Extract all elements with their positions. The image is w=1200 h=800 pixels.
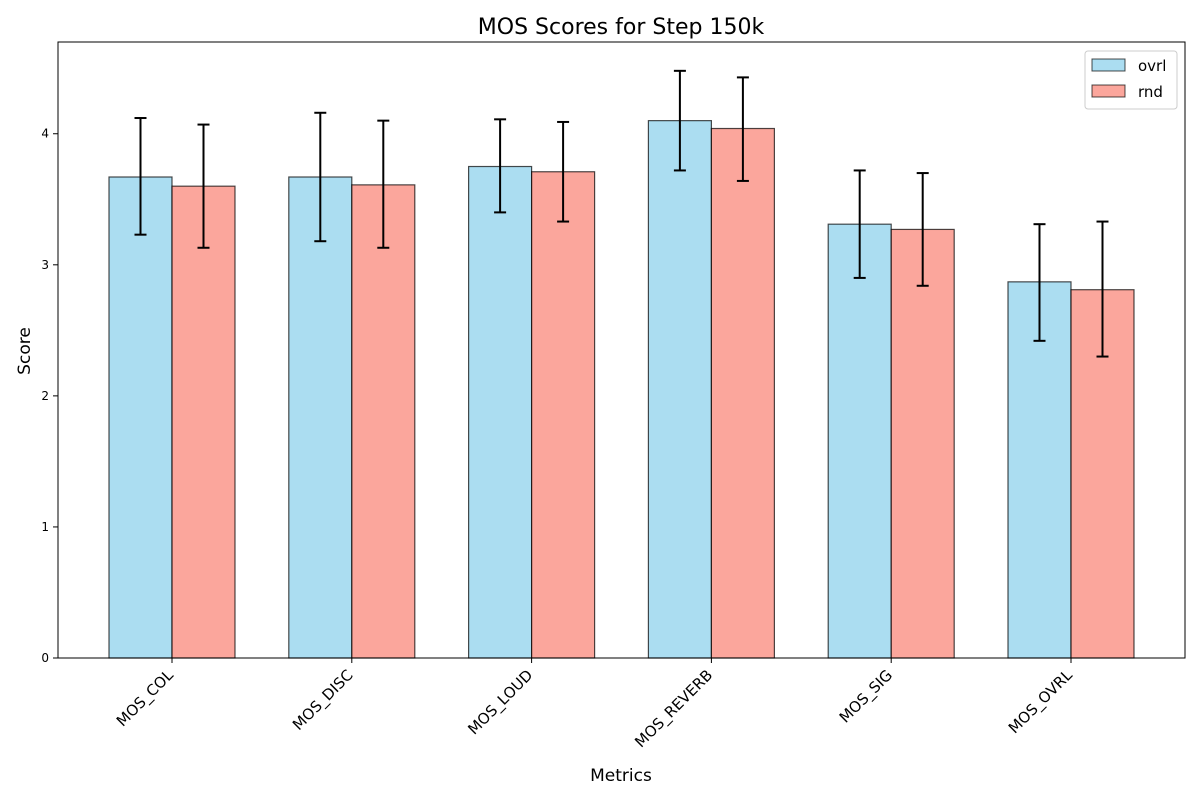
y-tick-label: 2 bbox=[41, 389, 49, 403]
legend-label: ovrl bbox=[1138, 57, 1166, 75]
error-bar-rnd-MOS_DISC bbox=[377, 119, 390, 249]
y-tick-label: 0 bbox=[41, 651, 49, 665]
x-tick-label: MOS_COL bbox=[113, 666, 178, 731]
y-tick-label: 3 bbox=[41, 258, 49, 272]
legend-item-rnd: rnd bbox=[1091, 83, 1163, 101]
x-axis-label: Metrics bbox=[590, 766, 652, 786]
error-bar-rnd-MOS_REVERB bbox=[736, 76, 749, 182]
bar-rnd-MOS_REVERB bbox=[710, 127, 776, 659]
error-bar-ovrl-MOS_OVRL bbox=[1033, 223, 1046, 342]
x-tick-label: MOS_LOUD bbox=[464, 666, 537, 739]
error-bar-rnd-MOS_LOUD bbox=[557, 120, 570, 223]
bar-rnd-MOS_COL bbox=[171, 185, 236, 659]
plot-area: 0 1 2 3 4 MOS_COL MOS_DISC MOS_LOUD MOS_REVERB MO… bbox=[41, 41, 1186, 752]
legend-swatch bbox=[1091, 58, 1126, 72]
y-axis-label: Score bbox=[15, 327, 35, 375]
error-bar-ovrl-MOS_REVERB bbox=[673, 69, 686, 172]
y-tick-label: 1 bbox=[41, 520, 49, 534]
error-bar-ovrl-MOS_DISC bbox=[314, 111, 327, 243]
axes-frame bbox=[57, 41, 1186, 659]
legend-swatch bbox=[1091, 84, 1126, 98]
x-tick-label: MOS_SIG bbox=[836, 666, 897, 727]
x-tick-label: MOS_DISC bbox=[289, 666, 357, 734]
bar-ovrl-MOS_COL bbox=[108, 176, 173, 659]
bar-ovrl-MOS_OVRL bbox=[1007, 281, 1072, 659]
bar-rnd-MOS_DISC bbox=[351, 184, 416, 659]
y-tick-label: 4 bbox=[41, 127, 49, 141]
error-bar-rnd-MOS_SIG bbox=[916, 172, 929, 287]
legend-item-ovrl: ovrl bbox=[1091, 57, 1166, 75]
x-tick-label: MOS_OVRL bbox=[1005, 666, 1077, 738]
error-bar-rnd-MOS_OVRL bbox=[1096, 220, 1109, 358]
bar-ovrl-MOS_LOUD bbox=[468, 165, 533, 659]
legend-label: rnd bbox=[1138, 83, 1163, 101]
bar-rnd-MOS_SIG bbox=[890, 228, 955, 659]
legend: ovrl rnd bbox=[1084, 50, 1178, 110]
bar-ovrl-MOS_DISC bbox=[288, 176, 353, 659]
chart-title: MOS Scores for Step 150k bbox=[478, 15, 765, 40]
error-bar-ovrl-MOS_SIG bbox=[853, 169, 866, 279]
error-bar-rnd-MOS_COL bbox=[197, 123, 210, 249]
error-bar-ovrl-MOS_LOUD bbox=[494, 118, 507, 214]
x-tick-label: MOS_REVERB bbox=[631, 666, 717, 752]
error-bar-ovrl-MOS_COL bbox=[134, 117, 147, 236]
bar-rnd-MOS_LOUD bbox=[530, 171, 596, 659]
bar-ovrl-MOS_REVERB bbox=[647, 120, 713, 659]
bar-ovrl-MOS_SIG bbox=[827, 223, 892, 659]
